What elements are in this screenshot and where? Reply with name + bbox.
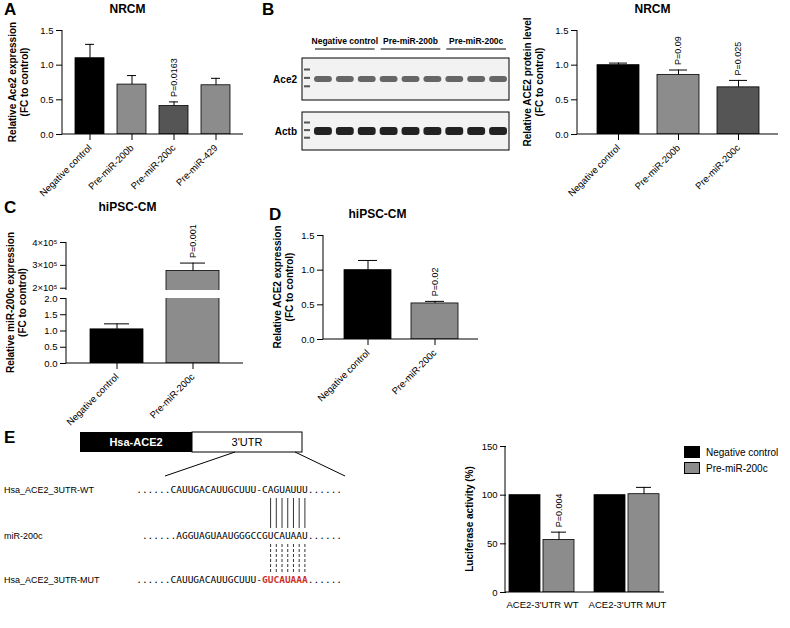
svg-text:Pre-miR-200b: Pre-miR-200b (383, 36, 438, 46)
svg-text:3'UTR: 3'UTR (232, 436, 263, 448)
svg-text:CAGUAUUU: CAGUAUUU (262, 484, 308, 495)
svg-text:Pre-miR-200b: Pre-miR-200b (86, 142, 136, 192)
svg-text:1.0: 1.0 (40, 59, 53, 70)
svg-text:(FC to control): (FC to control) (17, 268, 28, 337)
svg-text:150: 150 (482, 441, 498, 452)
svg-text:1.0: 1.0 (555, 59, 568, 70)
svg-text:Pre-miR-200c: Pre-miR-200c (449, 36, 504, 46)
svg-text:Pre-miR-200c: Pre-miR-200c (128, 142, 177, 191)
svg-text:0.5: 0.5 (40, 94, 53, 105)
svg-text:1.0: 1.0 (44, 325, 57, 336)
svg-text:Pre-miR-200c: Pre-miR-200c (147, 371, 196, 420)
svg-text:Negative control: Negative control (64, 371, 120, 427)
svg-text:P=0.025: P=0.025 (733, 42, 743, 76)
html-text:C: C (4, 198, 17, 217)
html-text:D: D (269, 205, 282, 224)
svg-text:(FC to control): (FC to control) (19, 48, 30, 117)
svg-text:0.5: 0.5 (44, 341, 57, 352)
svg-text:Negative control: Negative control (37, 142, 93, 198)
svg-text:Relative ACE2 protein level: Relative ACE2 protein level (522, 17, 533, 146)
svg-text:Negative control: Negative control (315, 347, 371, 403)
svg-text:0.0: 0.0 (44, 358, 57, 369)
svg-text:1.0: 1.0 (301, 264, 314, 275)
svg-text:P=0.09: P=0.09 (673, 36, 683, 65)
svg-text:Relative miR-200c expression: Relative miR-200c expression (5, 232, 16, 373)
svg-text:1.5: 1.5 (301, 230, 314, 241)
svg-text:ACE2-3'UTR WT: ACE2-3'UTR WT (506, 599, 578, 610)
svg-text:Ace2: Ace2 (273, 74, 297, 85)
svg-text:......: ...... (308, 484, 342, 495)
svg-text:100: 100 (482, 489, 498, 500)
svg-text:Hsa_ACE2_3UTR-MUT: Hsa_ACE2_3UTR-MUT (4, 575, 100, 585)
svg-text:0.0: 0.0 (301, 334, 314, 345)
svg-text:(FC to control): (FC to control) (534, 48, 545, 117)
svg-text:......: ...... (308, 574, 342, 585)
svg-text:1.5: 1.5 (555, 25, 568, 36)
svg-text:Negative control: Negative control (566, 142, 622, 198)
html-text:Pre-miR-200c: Pre-miR-200c (706, 462, 768, 474)
svg-text:Hsa_ACE2_3UTR-WT: Hsa_ACE2_3UTR-WT (4, 485, 95, 495)
svg-text:Pre-miR-200c: Pre-miR-200c (389, 347, 438, 396)
svg-text:......AGGUAGUAAUGGGCC: ......AGGUAGUAAUGGGCC (142, 530, 262, 541)
svg-text:GUCAUAAU: GUCAUAAU (262, 530, 308, 541)
svg-text:......: ...... (308, 530, 342, 541)
svg-text:Luciferase activity (%): Luciferase activity (%) (464, 466, 475, 572)
svg-text:0.5: 0.5 (301, 299, 314, 310)
svg-text:4×10⁵: 4×10⁵ (32, 237, 57, 248)
svg-text:Actb: Actb (275, 126, 297, 137)
html-text:hiPSC-CM: hiPSC-CM (98, 200, 157, 214)
svg-text:P=0.0163: P=0.0163 (169, 58, 179, 97)
svg-text:1.5: 1.5 (40, 25, 53, 36)
svg-text:ACE2-3'UTR MUT: ACE2-3'UTR MUT (589, 599, 667, 610)
svg-text:Relative Ace2 expression: Relative Ace2 expression (7, 22, 18, 142)
svg-text:(FC to control): (FC to control) (284, 253, 295, 322)
svg-text:1.5: 1.5 (44, 309, 57, 320)
svg-text:GUCAUAAA: GUCAUAAA (262, 574, 308, 585)
svg-text:Pre-miR-200b: Pre-miR-200b (632, 142, 682, 192)
svg-text:Hsa-ACE2: Hsa-ACE2 (109, 436, 162, 448)
svg-text:......CAUUGACAUUGCUUU-: ......CAUUGACAUUGCUUU- (136, 574, 262, 585)
html-text:Negative control: Negative control (706, 446, 779, 458)
svg-text:0: 0 (492, 587, 497, 598)
svg-text:P=0.02: P=0.02 (430, 268, 440, 297)
svg-text:Pre-miR-429: Pre-miR-429 (174, 142, 220, 188)
svg-text:P=0.001: P=0.001 (188, 224, 198, 258)
html-text:hiPSC-CM: hiPSC-CM (348, 207, 407, 221)
html-text:NRCM: NRCM (634, 2, 671, 16)
svg-text:Relative ACE2 expression: Relative ACE2 expression (272, 225, 283, 348)
svg-text:P=0.004: P=0.004 (554, 493, 564, 527)
svg-text:50: 50 (487, 538, 498, 549)
svg-text:2.0: 2.0 (44, 293, 57, 304)
svg-text:miR-200c: miR-200c (4, 531, 43, 541)
svg-text:Negative control: Negative control (312, 36, 379, 46)
svg-text:0.5: 0.5 (555, 94, 568, 105)
html-text:B: B (262, 0, 275, 19)
html-text:A: A (4, 0, 17, 19)
svg-text:0.0: 0.0 (40, 129, 53, 140)
svg-text:......CAUUGACAUUGCUUU-: ......CAUUGACAUUGCUUU- (136, 484, 262, 495)
html-text:NRCM: NRCM (109, 2, 146, 16)
svg-text:2×10⁵: 2×10⁵ (32, 282, 58, 294)
html-text:E: E (4, 428, 16, 447)
svg-text:3×10⁵: 3×10⁵ (32, 259, 57, 270)
svg-text:Pre-miR-200c: Pre-miR-200c (693, 142, 742, 191)
svg-text:0.0: 0.0 (555, 129, 568, 140)
